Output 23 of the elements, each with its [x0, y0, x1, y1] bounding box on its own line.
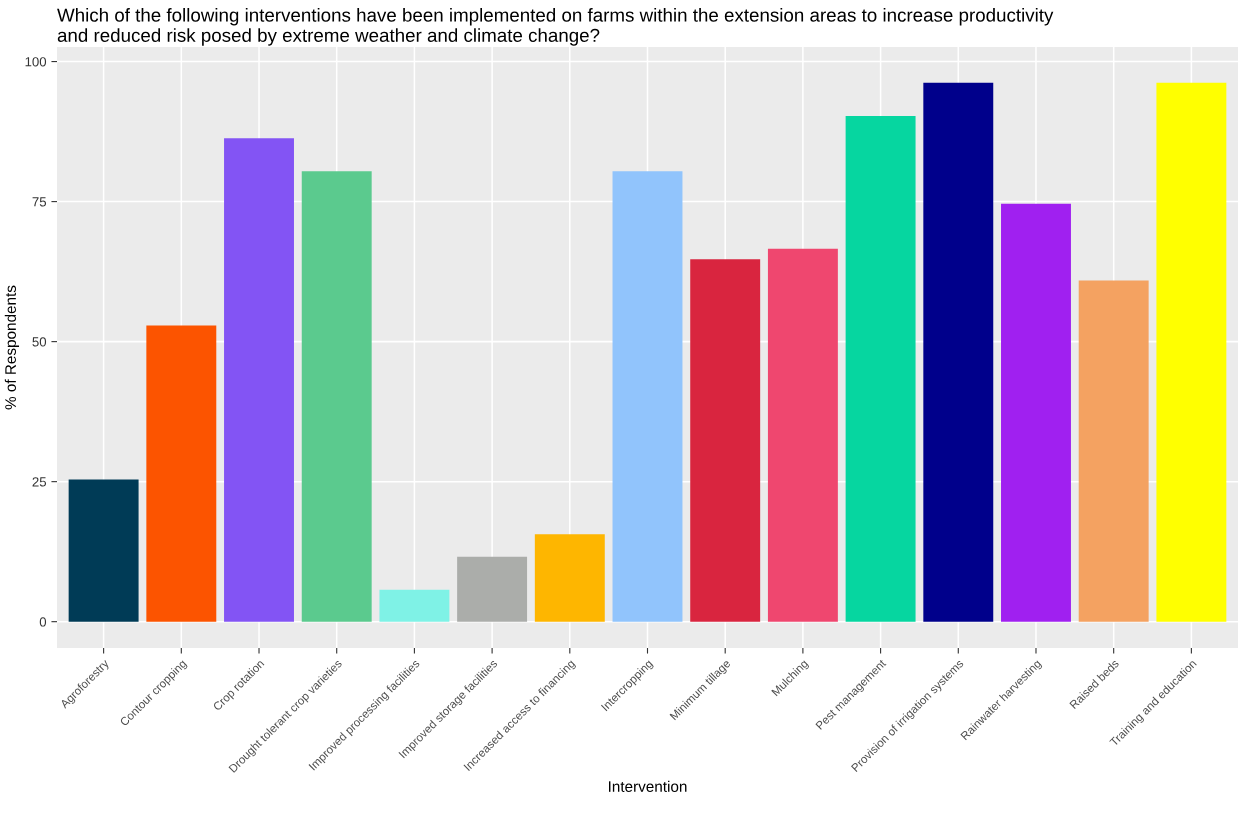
x-axis-title: Intervention	[609, 780, 687, 792]
bar	[457, 556, 528, 622]
bar	[301, 171, 372, 622]
chart-title: Which of the following interventions have been implemented on farms within the extension areas to increase productivity and reduced risk posed by extreme weather and climate change?	[57, 8, 1054, 46]
y-tick-label: 75	[32, 197, 47, 207]
y-tick-label: 0	[39, 617, 47, 627]
bar	[845, 115, 916, 622]
bar	[1078, 280, 1149, 622]
bar	[68, 479, 139, 622]
bar	[690, 259, 761, 622]
y-tick-label: 25	[32, 477, 47, 487]
bar	[1001, 203, 1071, 622]
bar	[767, 248, 838, 622]
bar	[146, 325, 217, 622]
bar	[379, 589, 450, 622]
y-tick-label: 100	[25, 57, 47, 67]
y-axis-title: % of Respondents	[4, 285, 20, 410]
bar	[1156, 82, 1227, 622]
bar	[923, 82, 994, 622]
bar	[224, 138, 294, 622]
bar	[612, 171, 683, 622]
y-tick-label: 50	[32, 337, 47, 347]
bar	[534, 534, 605, 622]
